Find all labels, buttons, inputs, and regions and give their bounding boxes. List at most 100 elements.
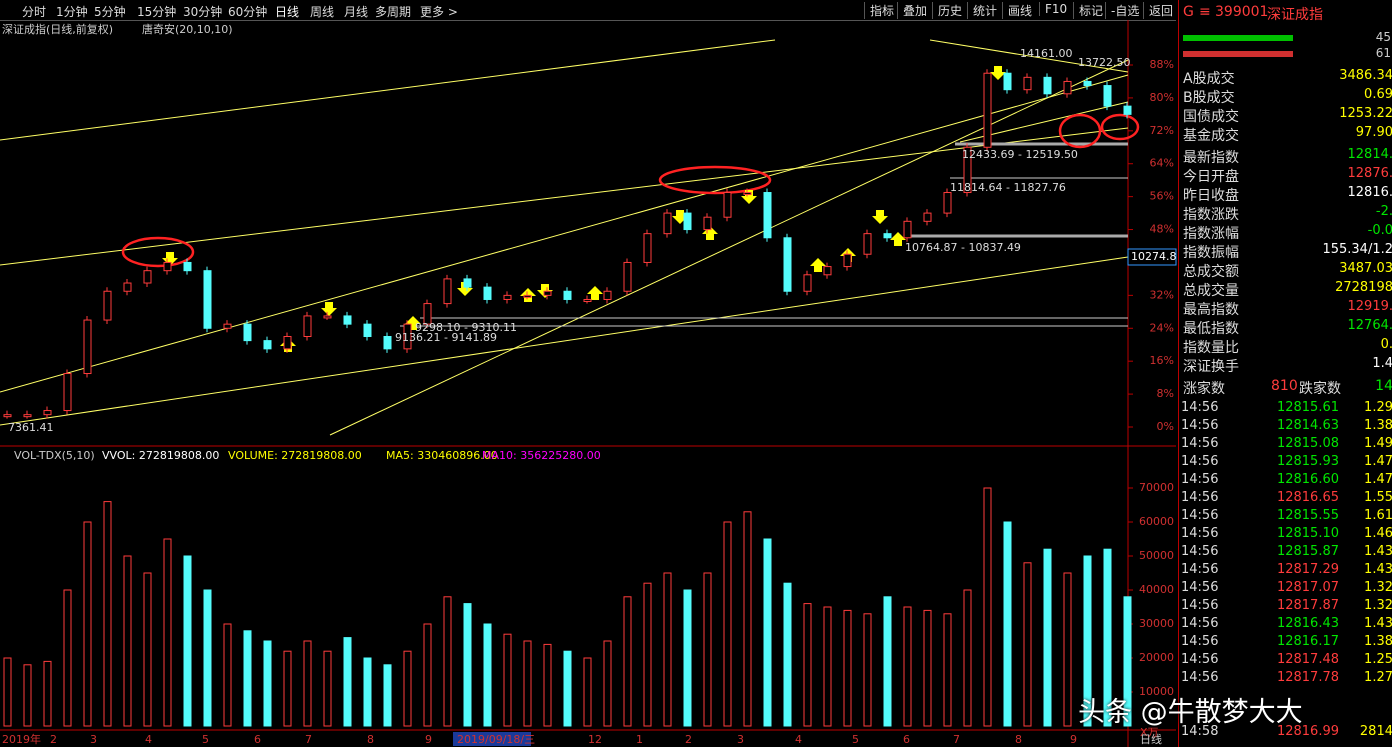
tick-time: 14:56	[1181, 436, 1219, 451]
tool-button[interactable]: 历史	[932, 2, 967, 19]
trend-line	[929, 39, 1129, 73]
volume-bar	[203, 589, 212, 727]
tick-price: 12817.87	[1276, 598, 1339, 613]
candle	[463, 278, 472, 288]
period-tab[interactable]: 5分钟	[94, 5, 126, 19]
tick-time: 14:56	[1181, 616, 1219, 631]
highlight-circle	[1058, 113, 1102, 149]
highlight-circle	[658, 165, 772, 195]
candle	[203, 270, 212, 329]
date-label: 2	[50, 733, 57, 746]
tick-time: 14:56	[1181, 652, 1219, 667]
price-annotation: 14161.00	[1020, 47, 1073, 60]
volume-bar	[43, 660, 52, 727]
tick-time: 14:56	[1181, 562, 1219, 577]
tick-volume: 1.61	[1364, 508, 1392, 523]
tool-button[interactable]: -自选	[1105, 2, 1144, 19]
trend-line	[0, 256, 1129, 426]
tool-button[interactable]: 标记	[1073, 2, 1108, 19]
indicator-name: 唐奇安(20,10,10)	[142, 22, 233, 36]
volume-bar	[483, 623, 492, 727]
period-tab[interactable]: 1分钟	[56, 5, 88, 19]
period-tab[interactable]: 15分钟	[137, 5, 177, 19]
candle	[963, 146, 972, 194]
legend-entry: MA10: 356225280.00	[482, 449, 601, 462]
volume-bar	[803, 603, 812, 727]
date-highlight	[453, 732, 531, 746]
row-value: 12816.	[1347, 185, 1392, 200]
tick-volume: 1.47	[1364, 472, 1392, 487]
candle	[863, 233, 872, 255]
candle	[63, 373, 72, 412]
period-tab[interactable]: 60分钟	[228, 5, 268, 19]
volume-bar	[83, 521, 92, 727]
period-tab[interactable]: 分时	[22, 5, 47, 19]
volume-bar	[683, 589, 692, 727]
tool-button[interactable]: 统计	[967, 2, 1002, 19]
y-tick-label: 0%	[1157, 420, 1174, 433]
tick-price: 12815.08	[1276, 436, 1339, 451]
date-label: 4	[795, 733, 802, 746]
tick-price: 12816.43	[1276, 616, 1339, 631]
volume-bar	[863, 613, 872, 727]
row-value: 12876.	[1347, 166, 1392, 181]
tick-price: 12817.29	[1276, 562, 1339, 577]
row-value: -2.	[1375, 204, 1392, 219]
date-label: 2019/09/18/三	[457, 733, 535, 746]
y-tick-label: 30000	[1139, 617, 1174, 630]
tick-price: 12816.17	[1276, 634, 1339, 649]
candle	[603, 290, 612, 300]
date-label: 2	[685, 733, 692, 746]
tick-time: 14:56	[1181, 544, 1219, 559]
volume-bar	[543, 643, 552, 727]
volume-bar	[963, 589, 972, 727]
volume-bar	[383, 664, 392, 727]
volume-bar	[263, 640, 272, 727]
tick-price: 12816.65	[1276, 490, 1339, 505]
current-value: 10274.8	[1131, 250, 1177, 263]
row-value: 3487.03	[1339, 261, 1392, 276]
name: 深证成指	[1267, 7, 1323, 23]
tick-time: 14:56	[1181, 472, 1219, 487]
tool-button[interactable]: 指标	[864, 2, 899, 19]
candle	[1023, 76, 1032, 91]
candle	[663, 212, 672, 235]
volume-bar	[883, 596, 892, 727]
period-tab[interactable]: 30分钟	[183, 5, 223, 19]
tick-price: 12815.55	[1276, 508, 1339, 523]
menu-icon: ≡	[1199, 4, 1211, 20]
tick-volume: 1.49	[1364, 436, 1392, 451]
volume-bar	[943, 613, 952, 727]
volume-bar	[3, 657, 12, 727]
row-value: 12764.	[1347, 318, 1392, 333]
tool-button[interactable]: 画线	[1002, 2, 1037, 19]
volume-bar	[163, 538, 172, 727]
date-label: 9	[425, 733, 432, 746]
candle	[83, 319, 92, 375]
tool-button[interactable]: 叠加	[897, 2, 932, 19]
period-tab[interactable]: 月线	[344, 5, 369, 19]
candle	[523, 294, 532, 298]
tick-volume: 1.55	[1364, 490, 1392, 505]
y-tick-label: 56%	[1150, 190, 1174, 203]
period-tab[interactable]: 更多 >	[420, 5, 458, 19]
tool-button[interactable]: 返回	[1143, 2, 1178, 19]
tick-volume: 1.43	[1364, 544, 1392, 559]
candle	[943, 192, 952, 214]
row-label: B股成交	[1183, 90, 1235, 106]
candle	[23, 414, 32, 418]
period-tab[interactable]: 周线	[310, 5, 335, 19]
volume-bar	[1123, 596, 1132, 727]
candle	[323, 315, 332, 319]
period-tab[interactable]: 日线	[275, 5, 300, 19]
tick-time: 14:56	[1181, 508, 1219, 523]
row-label: 国债成交	[1183, 109, 1239, 125]
tick-price: 12815.61	[1276, 400, 1339, 415]
row-value: 3486.34	[1339, 68, 1392, 83]
tick-price: 12815.10	[1276, 526, 1339, 541]
tool-button[interactable]: F10	[1039, 2, 1072, 16]
candle	[563, 290, 572, 300]
period-tab[interactable]: 多周期	[375, 5, 412, 19]
